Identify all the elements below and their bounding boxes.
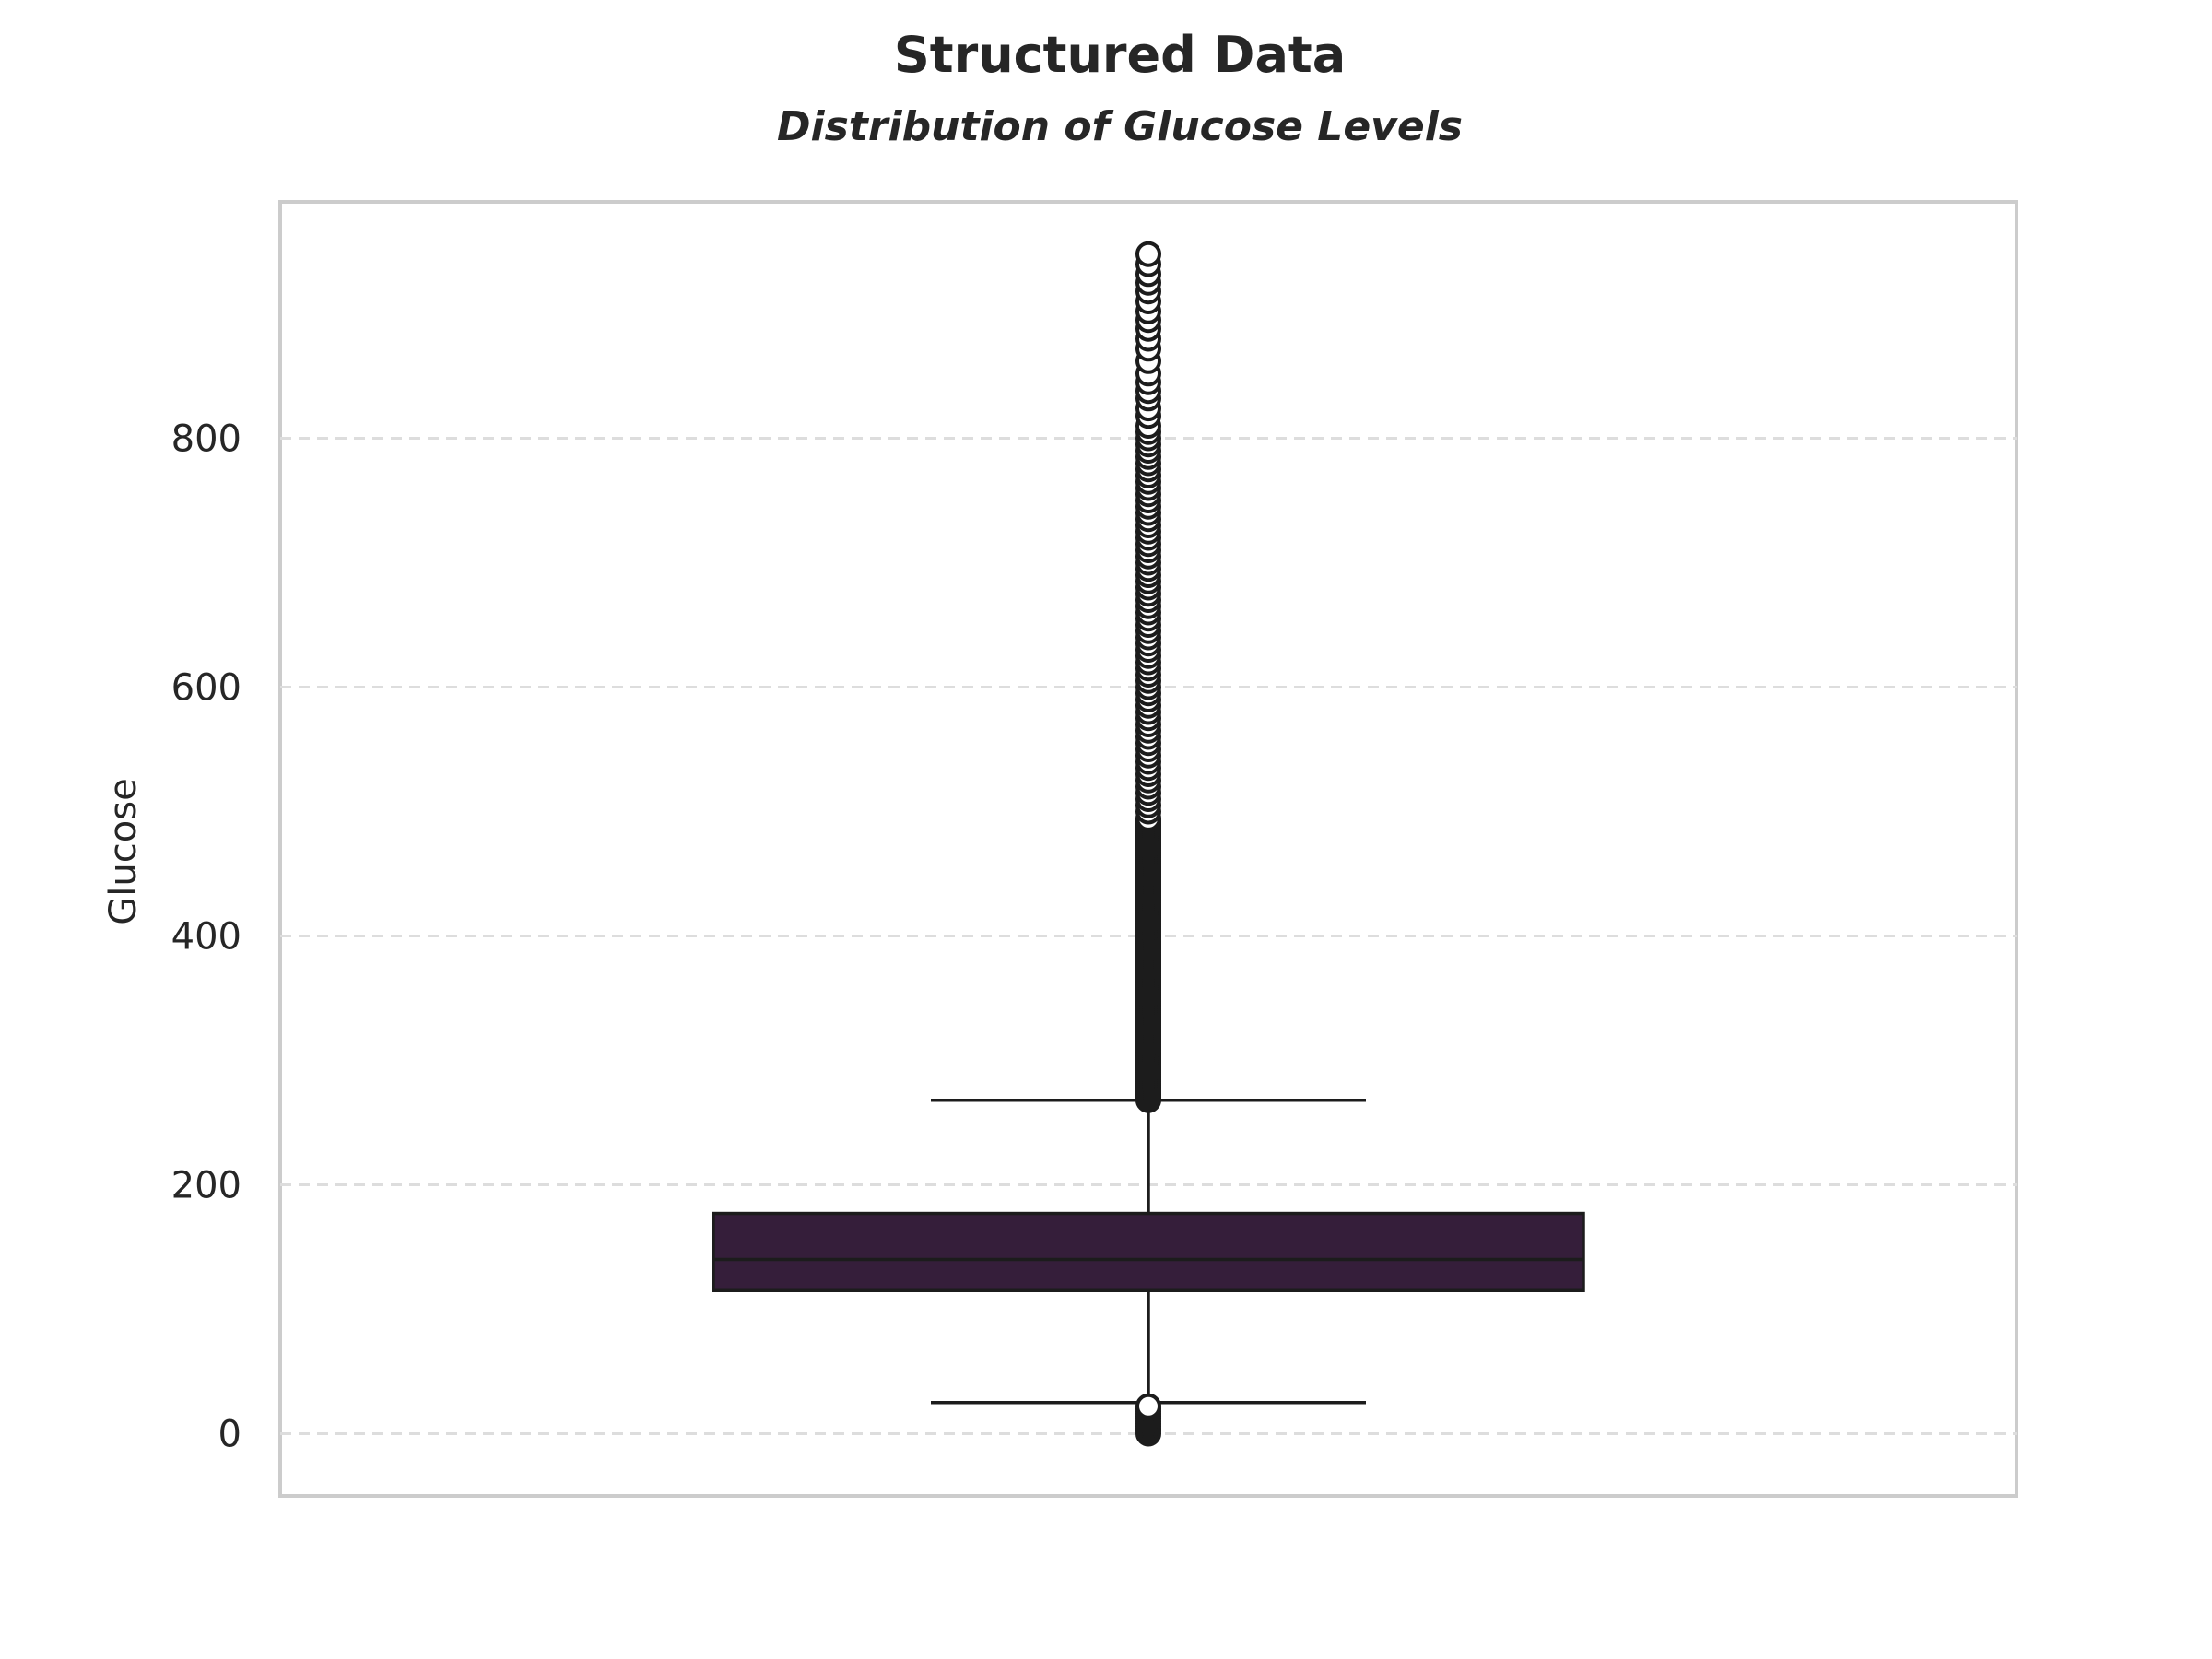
- y-tick-label: 600: [171, 667, 241, 710]
- iqr-box: [712, 1211, 1585, 1293]
- y-tick-label: 800: [171, 418, 241, 461]
- y-tick-label: 200: [171, 1165, 241, 1207]
- outlier-point: [1135, 1393, 1161, 1419]
- outlier-point: [1135, 241, 1161, 267]
- outliers: [1135, 241, 1161, 1447]
- y-axis-label: Glucose: [102, 778, 145, 924]
- chart-title: Structured Data: [894, 26, 1346, 84]
- y-tick-label: 400: [171, 916, 241, 959]
- y-tick-label: 0: [218, 1414, 241, 1456]
- chart-subtitle: Distribution of Glucose Levels: [777, 103, 1463, 150]
- y-tick-labels: 0 200 400 600 800: [171, 418, 241, 1456]
